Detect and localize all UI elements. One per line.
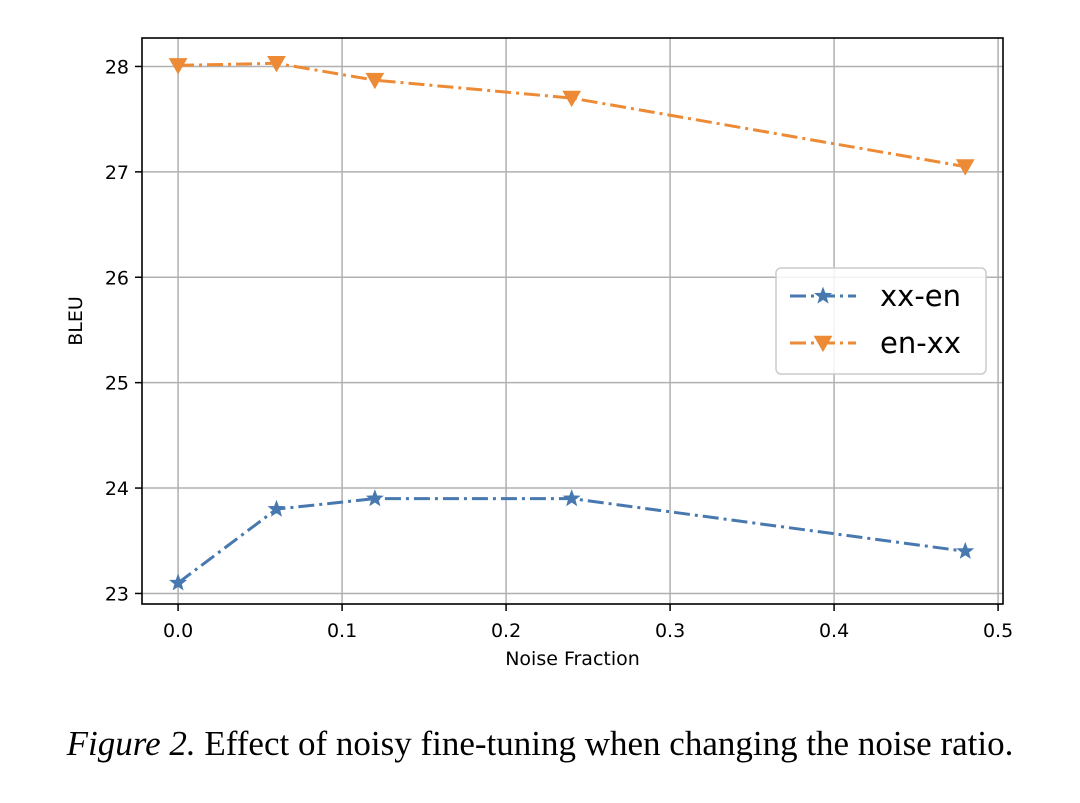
legend-marker-en-xx: [813, 335, 833, 353]
legend-label-xx-en: xx-en: [880, 279, 961, 313]
x-axis-label: Noise Fraction: [505, 648, 640, 670]
legend-label-en-xx: en-xx: [880, 326, 961, 360]
data-point-en-xx: [168, 58, 188, 75]
x-tick-label: 0.5: [983, 620, 1013, 642]
y-tick-label: 28: [105, 56, 129, 78]
legend: xx-en en-xx: [775, 267, 987, 375]
y-tick-label: 27: [105, 162, 129, 184]
x-tick-label: 0.4: [819, 620, 849, 642]
x-tick-label: 0.2: [491, 620, 521, 642]
data-point-en-xx: [955, 159, 975, 176]
y-tick-label: 25: [105, 373, 129, 395]
data-point-en-xx: [562, 90, 582, 108]
data-point-xx-en: [267, 499, 286, 517]
data-point-xx-en: [169, 573, 188, 591]
x-tick-label: 0.3: [655, 620, 685, 642]
x-tick-label: 0.1: [327, 620, 357, 642]
data-point-en-xx: [267, 55, 286, 73]
data-point-xx-en: [562, 489, 581, 507]
plot-frame: [141, 37, 1004, 605]
caption-label: Figure 2.: [66, 724, 196, 763]
figure-caption: Figure 2. Effect of noisy fine-tuning wh…: [0, 724, 1080, 764]
data-point-xx-en: [956, 541, 975, 559]
y-tick-label: 26: [105, 267, 129, 289]
data-point-en-xx: [365, 72, 385, 90]
y-tick-label: 23: [105, 583, 129, 605]
x-tick-label: 0.0: [163, 620, 193, 642]
caption-text: Effect of noisy fine-tuning when changin…: [204, 724, 1014, 763]
line-chart: 0.0 0.1 0.2 0.3 0.4 0.5 23 24 25 26 27 28 Noise Frac…: [65, 37, 1013, 670]
series-line-xx-en: [177, 497, 966, 585]
legend-marker-xx-en: [814, 286, 832, 304]
data-point-xx-en: [365, 489, 384, 507]
chart-canvas: 0.0 0.1 0.2 0.3 0.4 0.5 23 24 25 26 27 28 Noise Frac…: [65, 37, 1013, 670]
y-tick-label: 24: [105, 478, 129, 500]
series-line-en-xx: [178, 61, 966, 169]
y-axis-label: BLEU: [65, 296, 87, 346]
